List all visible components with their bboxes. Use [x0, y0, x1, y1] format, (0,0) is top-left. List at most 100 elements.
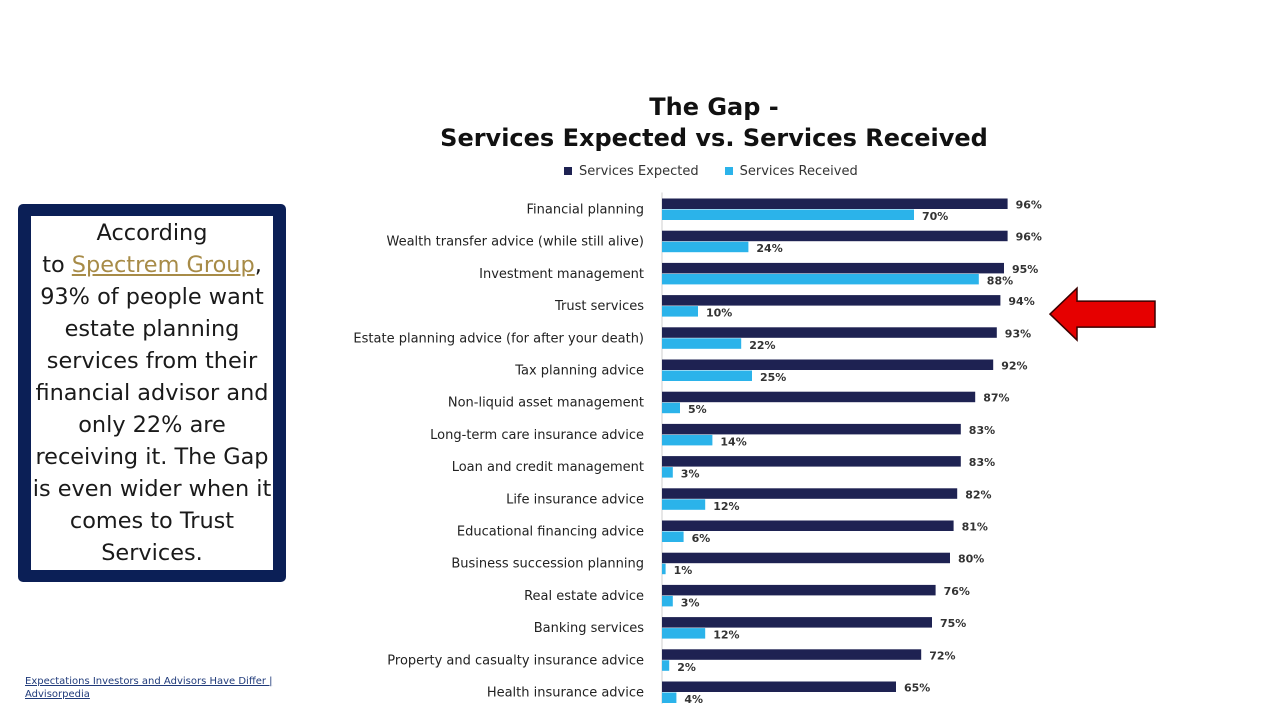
category-label-estate-planning-advice-for-after-your-death: Estate planning advice (for after your d… [353, 331, 644, 346]
value-label-expected-non-liquid-asset-management: 87% [983, 392, 1009, 405]
chart-title-line1: The Gap - [649, 93, 779, 121]
bar-received-educational-financing-advice [662, 531, 684, 542]
bar-expected-health-insurance-advice [662, 681, 896, 692]
bar-expected-tax-planning-advice [662, 359, 994, 370]
value-label-expected-educational-financing-advice: 81% [962, 521, 988, 534]
value-label-expected-trust-services: 94% [1008, 295, 1034, 308]
value-label-received-non-liquid-asset-management: 5% [688, 403, 707, 416]
callout-text: According to Spectrem Group, 93% of peop… [31, 216, 273, 570]
category-label-educational-financing-advice: Educational financing advice [457, 525, 644, 540]
bar-received-tax-planning-advice [662, 370, 752, 381]
source-link[interactable]: Expectations Investors and Advisors Have… [25, 676, 273, 700]
bar-received-real-estate-advice [662, 595, 673, 607]
bar-expected-estate-planning-advice-for-after-your-death [662, 327, 997, 338]
value-label-received-tax-planning-advice: 25% [760, 371, 786, 384]
value-label-received-loan-and-credit-management: 3% [681, 468, 700, 481]
group-link-word: Group [186, 252, 255, 278]
value-label-received-property-and-casualty-insurance-advice: 2% [677, 661, 696, 674]
category-label-property-and-casualty-insurance-advice: Property and casualty insurance advice [387, 653, 644, 668]
callout-body: , 93% of people want estate planning ser… [32, 252, 272, 566]
value-label-expected-life-insurance-advice: 82% [965, 488, 991, 501]
callout-prefix: to [42, 252, 72, 278]
value-label-expected-estate-planning-advice-for-after-your-death: 93% [1005, 327, 1031, 340]
bar-received-trust-services [662, 306, 698, 317]
bar-received-health-insurance-advice [662, 692, 677, 703]
callout-line1: According [96, 220, 208, 246]
bar-received-property-and-casualty-insurance-advice [662, 660, 670, 671]
value-label-received-real-estate-advice: 3% [681, 596, 700, 609]
bar-expected-property-and-casualty-insurance-advice [662, 649, 922, 660]
callout-box: According to Spectrem Group, 93% of peop… [18, 204, 286, 582]
bar-received-estate-planning-advice-for-after-your-death [662, 338, 742, 349]
category-label-wealth-transfer-advice-while-still-alive: Wealth transfer advice (while still aliv… [387, 235, 645, 250]
bar-expected-loan-and-credit-management [662, 456, 961, 467]
value-label-expected-tax-planning-advice: 92% [1001, 360, 1027, 373]
chart-title: The Gap - Services Expected vs. Services… [400, 92, 1028, 154]
bar-received-loan-and-credit-management [662, 467, 673, 478]
value-label-expected-health-insurance-advice: 65% [904, 682, 930, 695]
value-label-expected-long-term-care-insurance-advice: 83% [969, 424, 995, 437]
bar-received-long-term-care-insurance-advice [662, 434, 713, 446]
category-label-loan-and-credit-management: Loan and credit management [452, 460, 644, 475]
value-label-received-wealth-transfer-advice-while-still-alive: 24% [756, 242, 782, 255]
value-label-received-estate-planning-advice-for-after-your-death: 22% [749, 339, 775, 352]
category-label-non-liquid-asset-management: Non-liquid asset management [448, 396, 644, 411]
spectrem-group-link[interactable]: Spectrem Group [72, 252, 255, 278]
category-label-trust-services: Trust services [554, 299, 644, 314]
legend-item-received: Services Received [724, 163, 858, 179]
value-label-received-business-succession-planning: 1% [674, 564, 693, 577]
value-label-expected-property-and-casualty-insurance-advice: 72% [929, 649, 955, 662]
bar-expected-investment-management [662, 262, 1004, 274]
bar-received-banking-services [662, 628, 706, 639]
value-label-received-financial-planning: 70% [922, 210, 948, 223]
bar-expected-non-liquid-asset-management [662, 391, 976, 403]
bar-received-business-succession-planning [662, 563, 666, 575]
bar-received-non-liquid-asset-management [662, 402, 680, 414]
category-label-tax-planning-advice: Tax planning advice [514, 364, 644, 379]
category-label-business-succession-planning: Business succession planning [451, 557, 644, 572]
bar-expected-real-estate-advice [662, 584, 936, 596]
legend-swatch-received [724, 167, 733, 175]
chart-title-line2: Services Expected vs. Services Received [440, 124, 988, 152]
category-label-health-insurance-advice: Health insurance advice [487, 686, 644, 701]
category-label-investment-management: Investment management [479, 267, 644, 282]
legend-swatch-expected [564, 167, 572, 175]
bar-expected-banking-services [662, 617, 932, 628]
category-label-banking-services: Banking services [534, 621, 644, 636]
bar-expected-long-term-care-insurance-advice [662, 423, 961, 435]
bar-expected-educational-financing-advice [662, 520, 954, 531]
bar-expected-wealth-transfer-advice-while-still-alive [662, 230, 1008, 242]
value-label-expected-business-succession-planning: 80% [958, 553, 984, 566]
value-label-received-educational-financing-advice: 6% [692, 532, 711, 545]
legend-label-expected: Services Expected [579, 163, 699, 179]
value-label-expected-wealth-transfer-advice-while-still-alive: 96% [1016, 231, 1042, 244]
bar-expected-life-insurance-advice [662, 488, 958, 499]
value-label-received-life-insurance-advice: 12% [713, 500, 739, 513]
bar-received-wealth-transfer-advice-while-still-alive [662, 241, 749, 253]
value-label-received-trust-services: 10% [706, 307, 732, 320]
spectrem-link-word: Spectrem [71, 252, 187, 278]
value-label-received-long-term-care-insurance-advice: 14% [720, 435, 746, 448]
value-label-expected-real-estate-advice: 76% [944, 585, 970, 598]
bar-expected-trust-services [662, 295, 1001, 306]
value-label-received-investment-management: 88% [987, 274, 1013, 287]
value-label-expected-investment-management: 95% [1012, 263, 1038, 276]
value-label-expected-banking-services: 75% [940, 617, 966, 630]
value-label-received-banking-services: 12% [713, 629, 739, 642]
category-label-long-term-care-insurance-advice: Long-term care insurance advice [430, 428, 644, 443]
bar-expected-business-succession-planning [662, 552, 950, 564]
bar-received-life-insurance-advice [662, 499, 706, 510]
value-label-expected-financial-planning: 96% [1016, 199, 1042, 212]
value-label-expected-loan-and-credit-management: 83% [969, 456, 995, 469]
value-label-received-health-insurance-advice: 4% [684, 693, 703, 706]
category-label-real-estate-advice: Real estate advice [524, 589, 644, 604]
legend-label-received: Services Received [739, 163, 858, 179]
bar-expected-financial-planning [662, 198, 1008, 209]
chart-legend: Services Expected Services Received [564, 162, 884, 180]
bar-received-investment-management [662, 273, 979, 285]
highlight-arrow-icon [1048, 286, 1156, 342]
legend-item-expected: Services Expected [564, 164, 699, 179]
category-label-life-insurance-advice: Life insurance advice [506, 492, 644, 507]
bar-received-financial-planning [662, 209, 914, 220]
